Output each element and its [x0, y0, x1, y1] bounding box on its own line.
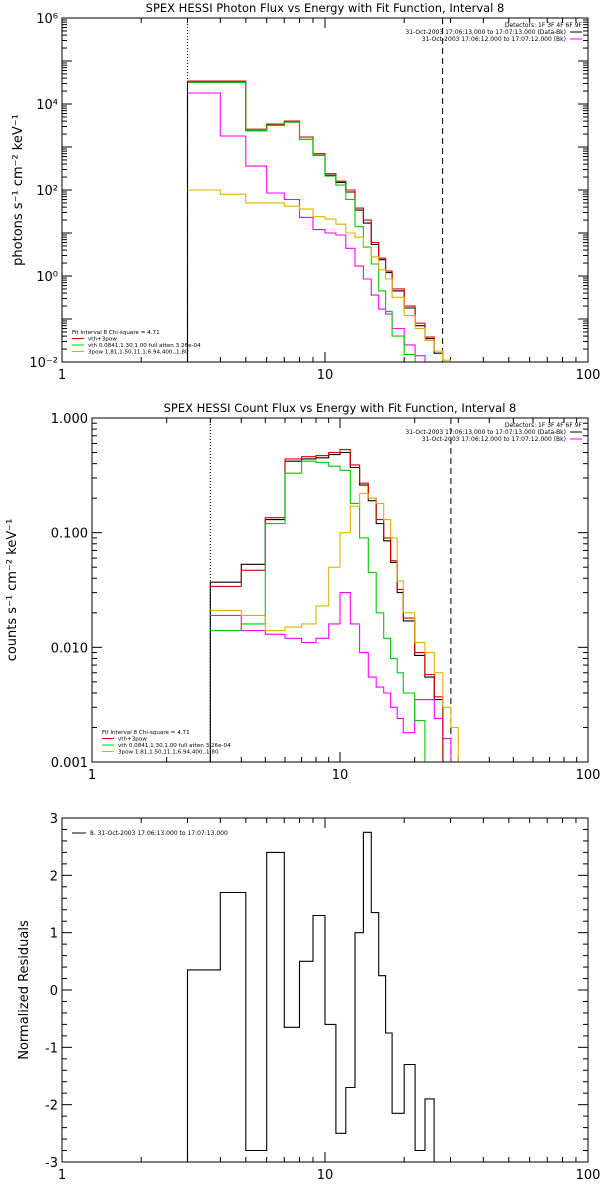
x-tick-label: 100 — [576, 1168, 600, 1183]
series-line-vth — [210, 460, 472, 762]
ticks — [61, 17, 588, 363]
legend-entry: 31-Oct-2003 17:06:13.000 to 17:07:13.000… — [405, 29, 566, 36]
x-tick-label: 1 — [88, 768, 96, 783]
series-group — [209, 449, 472, 762]
panel-1: SPEX HESSI Photon Flux vs Energy with Fi… — [11, 1, 600, 383]
fit-info-text: vth 0.0841,1.30,1.00 full atten 3.26e-04 — [118, 743, 231, 749]
x-tick-label: 100 — [576, 768, 600, 783]
series-line-vth-3pow — [187, 80, 465, 362]
x-tick-label: 10 — [317, 368, 334, 383]
plot-frame — [61, 17, 589, 363]
panel-2: SPEX HESSI Count Flux vs Energy with Fit… — [5, 401, 600, 783]
legend-entry: 31-Oct-2003 17:06:12.000 to 17:07:12.000… — [422, 436, 566, 443]
legend-entry: Detectors: 1F 3F 4F 6F 9F — [505, 22, 583, 29]
y-tick-label: 1.000 — [51, 412, 88, 427]
series-line-bk — [187, 92, 465, 362]
y-axis-label: photons s⁻¹ cm⁻² keV⁻¹ — [11, 114, 26, 266]
y-tick-label: 2 — [50, 869, 58, 884]
y-tick-label: 10⁴ — [36, 98, 58, 113]
y-tick-label: 0.001 — [51, 756, 88, 771]
legend-entry: 31-Oct-2003 17:06:13.000 to 17:07:13.000… — [405, 429, 566, 436]
y-tick-label: 0.100 — [51, 527, 88, 542]
series-line-vth — [187, 81, 465, 362]
y-tick-label: 10⁶ — [36, 12, 58, 27]
series-group — [186, 831, 443, 1162]
x-tick-label: 1 — [58, 1168, 66, 1183]
y-tick-label: 0 — [50, 984, 58, 999]
series-line-vth-3pow — [210, 449, 472, 762]
y-tick-label: 3 — [50, 812, 58, 827]
y-tick-label: 10⁰ — [36, 270, 58, 285]
y-tick-label: -2 — [45, 1099, 58, 1114]
series-line-3pow — [210, 492, 472, 762]
y-axis-label: counts s⁻¹ cm⁻² keV⁻¹ — [5, 519, 20, 662]
x-tick-label: 10 — [332, 768, 349, 783]
series-line-8-31-oct-2003-17-06-13-000-to-17-07-13-000 — [186, 831, 443, 1162]
x-tick-label: 1 — [58, 368, 66, 383]
series-line-data-bk — [186, 81, 465, 362]
fit-info-text: vth+3pow — [88, 337, 117, 343]
chart-title: SPEX HESSI Photon Flux vs Energy with Fi… — [146, 1, 505, 15]
series-line-data-bk — [209, 451, 472, 762]
legend-entry: 31-Oct-2003 17:06:12.000 to 17:07:12.000… — [422, 36, 566, 43]
x-tick-label: 100 — [576, 368, 600, 383]
fit-info-text: Fit Interval 8 Chi-square = 4.71 — [72, 330, 160, 336]
plot-frame — [61, 817, 589, 1163]
fit-info-text: 3pow 1.81,1.50,11.1,6.94,400.,1.80 — [88, 350, 189, 356]
ticks — [61, 817, 588, 1163]
y-axis-label: Normalized Residuals — [17, 920, 32, 1060]
series-line-bk — [210, 592, 472, 762]
fit-info-text: Fit Interval 8 Chi-square = 4.71 — [102, 730, 190, 736]
chart-title: SPEX HESSI Count Flux vs Energy with Fit… — [164, 401, 517, 415]
y-tick-label: -1 — [45, 1041, 58, 1056]
plot-frame — [91, 417, 589, 763]
y-tick-label: 0.010 — [51, 641, 88, 656]
y-tick-label: 10⁻² — [29, 356, 58, 371]
y-tick-label: -3 — [45, 1156, 58, 1171]
series-group — [186, 80, 465, 362]
legend-entry: 8. 31-Oct-2003 17:06:13.000 to 17:07:13.… — [90, 830, 228, 837]
y-tick-label: 10² — [36, 184, 58, 199]
x-tick-label: 10 — [317, 1168, 334, 1183]
y-tick-label: 1 — [50, 927, 58, 942]
fit-info-text: vth 0.0841,1.30,1.00 full atten 3.26e-04 — [88, 343, 201, 349]
fit-info-text: 3pow 1.81,1.50,11.1,6.94,400.,1.80 — [118, 750, 219, 756]
series-line-3pow — [187, 189, 465, 362]
fit-info-text: vth+3pow — [118, 737, 147, 743]
legend-entry: Detectors: 1F 3F 4F 6F 9F — [505, 422, 583, 429]
